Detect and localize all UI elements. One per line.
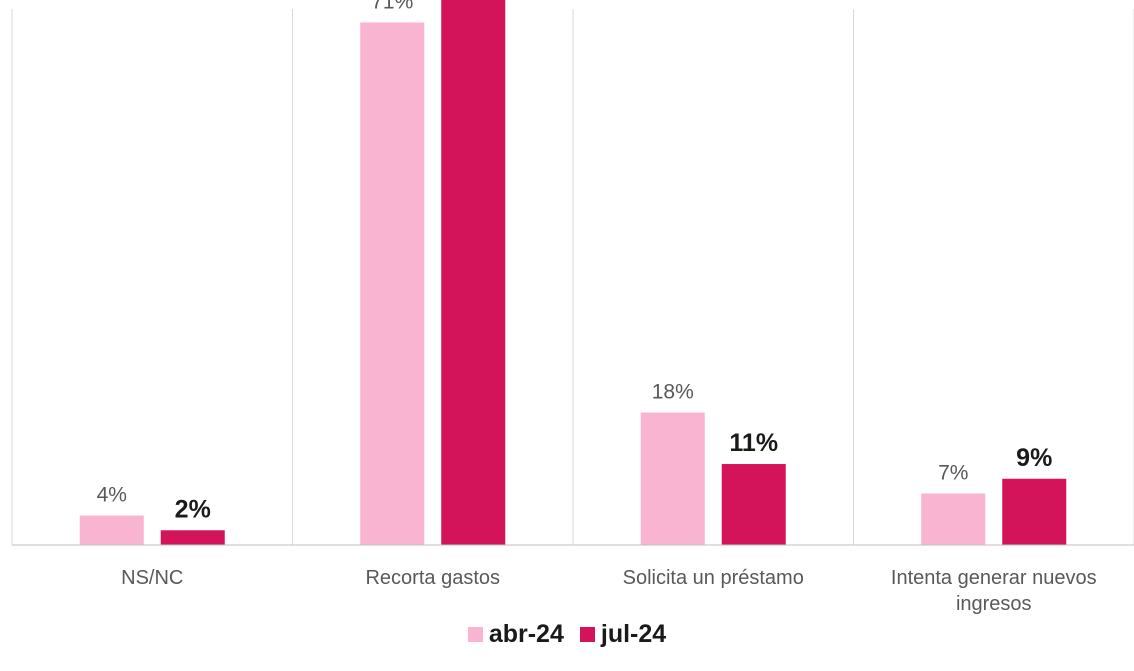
bar-abr-24: [79, 515, 144, 545]
category-label: Recorta gastos: [365, 567, 500, 589]
bar-abr-24: [360, 22, 425, 545]
legend-label-abr-24: abr-24: [488, 619, 564, 648]
category-labels: NS/NC Recorta gastos Solicita un préstamo I…: [121, 567, 1096, 615]
bar-abr-24: [640, 412, 705, 545]
data-label-jul-24: 2%: [175, 495, 211, 523]
category-label-line: NS/NC: [121, 567, 183, 589]
category-label-line: Intenta generar nuevos: [891, 567, 1097, 589]
legend-swatch-jul-24: [579, 626, 595, 642]
bar-jul-24: [160, 530, 225, 545]
bar-jul-24: [441, 0, 506, 546]
data-label-abr-24: 71%: [371, 0, 413, 13]
category-label-line: ingresos: [956, 593, 1032, 615]
data-label-abr-24: 7%: [938, 461, 968, 484]
legend-label-jul-24: jul-24: [600, 619, 667, 648]
category-separators: [11, 9, 1134, 545]
category-label: Intenta generar nuevos ingresos: [891, 567, 1097, 615]
category-label-line: Recorta gastos: [365, 567, 500, 589]
legend: abr-24 jul-24: [0, 616, 1134, 652]
data-label-abr-24: 4%: [97, 484, 127, 507]
data-label-abr-24: 18%: [652, 381, 694, 404]
bar-jul-24: [721, 464, 786, 545]
data-label-jul-24: 9%: [1016, 444, 1052, 472]
legend-item-abr-24: abr-24: [467, 619, 564, 649]
bar-jul-24: [1002, 478, 1067, 545]
bars: [79, 0, 1067, 546]
data-label-jul-24: 11%: [729, 429, 778, 457]
category-label: Solicita un préstamo: [623, 567, 804, 589]
legend-item-jul-24: jul-24: [579, 619, 667, 649]
bar-abr-24: [921, 493, 986, 545]
value-labels: 4%2%71%78%18%11%7%9%: [97, 0, 1053, 523]
category-label: NS/NC: [121, 567, 183, 589]
legend-swatch-abr-24: [467, 626, 483, 642]
category-label-line: Solicita un préstamo: [623, 567, 804, 589]
